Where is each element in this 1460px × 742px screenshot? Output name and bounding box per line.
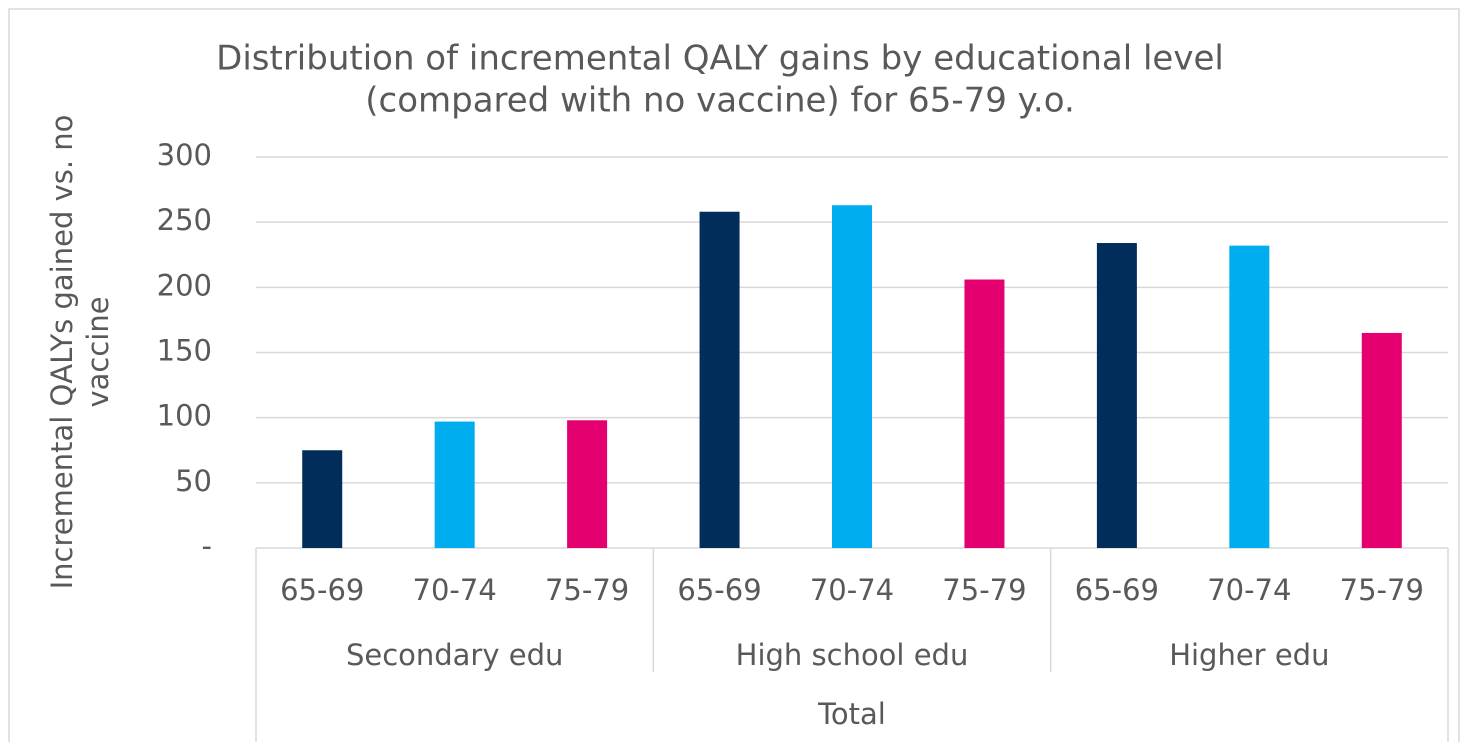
chart-title: (compared with no vaccine) for 65-79 y.o… — [365, 81, 1075, 121]
chart-title: Distribution of incremental QALY gains b… — [216, 39, 1224, 79]
x-tick-label: 65-69 — [677, 573, 761, 607]
bar — [567, 420, 608, 548]
y-tick-label: 150 — [157, 334, 212, 368]
bar — [699, 211, 740, 549]
y-tick-label: 50 — [175, 464, 212, 498]
y-tick-label: 300 — [157, 138, 212, 172]
bar — [1096, 243, 1137, 548]
bar — [434, 421, 475, 548]
top-group-label: Total — [817, 697, 886, 731]
chart-border — [8, 8, 1460, 742]
x-tick-label: 75-79 — [545, 573, 629, 607]
bar — [302, 450, 343, 548]
y-tick-label: 250 — [157, 203, 212, 237]
y-axis-title-line: Incremental QALYs gained vs. no — [45, 115, 79, 590]
group-label: High school edu — [736, 638, 969, 672]
x-tick-label: 70-74 — [413, 573, 497, 607]
group-label: Higher edu — [1169, 638, 1329, 672]
x-tick-label: 75-79 — [942, 573, 1026, 607]
bar — [1361, 332, 1402, 548]
x-tick-label: 65-69 — [1075, 573, 1159, 607]
bar — [1229, 245, 1270, 549]
y-axis-title: Incremental QALYs gained vs. no vaccine — [45, 115, 115, 590]
y-tick-label: - — [202, 529, 212, 563]
x-tick-label: 70-74 — [1207, 573, 1291, 607]
x-tick-label: 70-74 — [810, 573, 894, 607]
group-label: Secondary edu — [346, 638, 563, 672]
y-tick-label: 100 — [157, 399, 212, 433]
y-axis-title-line: vaccine — [81, 296, 115, 407]
x-tick-label: 75-79 — [1340, 573, 1424, 607]
bar — [832, 205, 872, 548]
y-tick-label: 200 — [157, 268, 212, 302]
bar — [964, 279, 1005, 548]
x-tick-label: 65-69 — [280, 573, 364, 607]
